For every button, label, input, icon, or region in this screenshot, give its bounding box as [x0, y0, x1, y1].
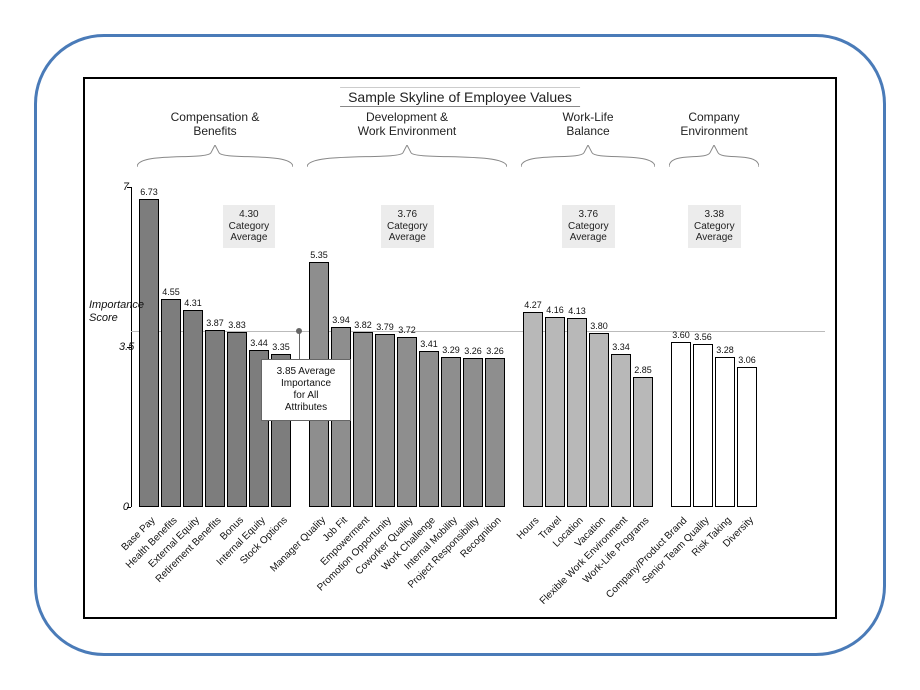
- bar-value-label: 3.72: [394, 325, 420, 335]
- bar-value-label: 3.26: [482, 346, 508, 356]
- category-average-badge: 3.76CategoryAverage: [562, 205, 615, 248]
- group-header: Compensation &Benefits: [145, 111, 285, 139]
- bar: [611, 354, 631, 507]
- bar: [227, 332, 247, 507]
- average-callout: 3.85 AverageImportancefor AllAttributes: [261, 359, 351, 421]
- bar-value-label: 2.85: [630, 365, 656, 375]
- bar-value-label: 4.55: [158, 287, 184, 297]
- bar: [161, 299, 181, 507]
- bar: [567, 318, 587, 507]
- group-header: Work-LifeBalance: [518, 111, 658, 139]
- bar-value-label: 3.35: [268, 342, 294, 352]
- bar-value-label: 3.28: [712, 345, 738, 355]
- category-average-badge: 4.30CategoryAverage: [223, 205, 276, 248]
- bar-value-label: 3.34: [608, 342, 634, 352]
- bar: [397, 337, 417, 507]
- bar: [715, 357, 735, 507]
- group-header: Development &Work Environment: [337, 111, 477, 139]
- bar: [375, 334, 395, 507]
- group-brace-icon: [669, 145, 759, 167]
- outer-frame: Sample Skyline of Employee Values 6.73 4.…: [0, 0, 920, 690]
- bar-value-label: 4.31: [180, 298, 206, 308]
- bar: [205, 330, 225, 507]
- bar-category-label: Hours: [515, 515, 542, 542]
- bar-value-label: 5.35: [306, 250, 332, 260]
- bar: [633, 377, 653, 507]
- bar-value-label: 3.80: [586, 321, 612, 331]
- category-average-badge: 3.38CategoryAverage: [688, 205, 741, 248]
- bar: [693, 344, 713, 507]
- bar-value-label: 3.83: [224, 320, 250, 330]
- bar: [441, 357, 461, 507]
- bar: [139, 199, 159, 507]
- bar-value-label: 6.73: [136, 187, 162, 197]
- bar: [671, 342, 691, 507]
- bar-value-label: 3.06: [734, 355, 760, 365]
- bar: [545, 317, 565, 507]
- callout-connector: [299, 331, 300, 359]
- chart-container: Sample Skyline of Employee Values 6.73 4.…: [83, 77, 837, 619]
- group-brace-icon: [137, 145, 293, 167]
- y-axis-label: ImportanceScore: [89, 299, 144, 324]
- bar: [353, 332, 373, 507]
- rounded-card: Sample Skyline of Employee Values 6.73 4.…: [34, 34, 886, 656]
- bar: [419, 351, 439, 507]
- bar-value-label: 4.13: [564, 306, 590, 316]
- bar: [485, 358, 505, 507]
- group-brace-icon: [521, 145, 655, 167]
- bar: [589, 333, 609, 507]
- category-average-badge: 3.76CategoryAverage: [381, 205, 434, 248]
- bar-value-label: 3.56: [690, 332, 716, 342]
- bar: [523, 312, 543, 507]
- chart-title: Sample Skyline of Employee Values: [340, 87, 580, 107]
- bar: [737, 367, 757, 507]
- bar: [183, 310, 203, 507]
- bar: [463, 358, 483, 507]
- group-brace-icon: [307, 145, 507, 167]
- group-header: CompanyEnvironment: [644, 111, 784, 139]
